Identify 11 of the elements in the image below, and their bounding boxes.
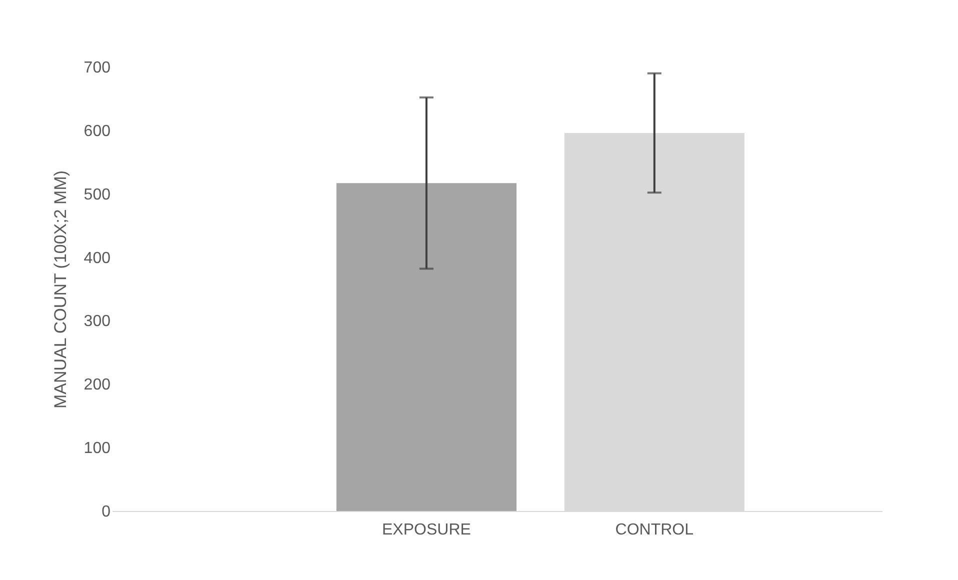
y-tick-label: 400 [84, 250, 111, 267]
y-tick-label: 700 [84, 60, 111, 76]
y-axis-title: MANUAL COUNT (100X;2 MM) [50, 170, 70, 409]
y-tick-label: 200 [84, 376, 111, 394]
x-tick-label: CONTROL [615, 522, 694, 538]
y-tick-label: 300 [84, 313, 111, 330]
y-tick-label: 600 [84, 122, 111, 140]
y-tick-label: 500 [84, 186, 111, 204]
x-tick-label: EXPOSURE [382, 522, 471, 538]
y-tick-label: 0 [102, 504, 111, 520]
y-tick-label: 100 [84, 440, 111, 458]
